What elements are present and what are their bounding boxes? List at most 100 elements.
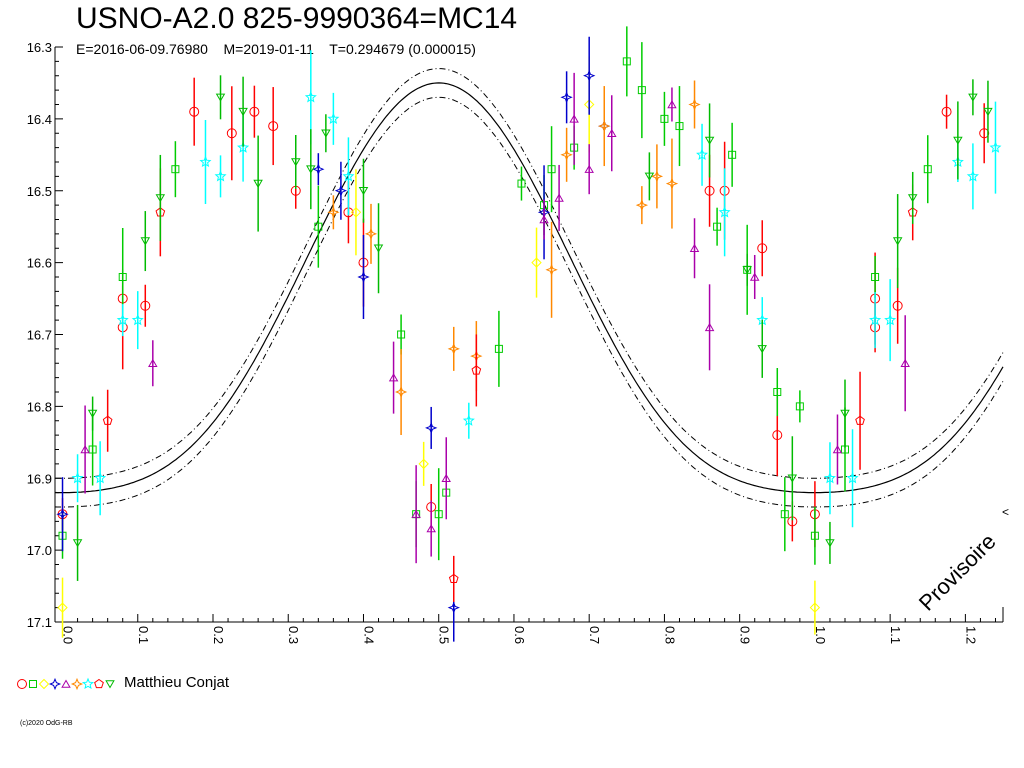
- data-point: [547, 165, 556, 174]
- data-point: [742, 266, 752, 275]
- data-point: [531, 257, 542, 268]
- x-tick-label: 0.8: [662, 626, 677, 644]
- data-point: [832, 445, 843, 454]
- data-point: [471, 365, 482, 375]
- data-point: [635, 198, 649, 212]
- data-point: [757, 243, 768, 254]
- data-point: [418, 458, 429, 470]
- data-point: [102, 415, 113, 425]
- legend-marker: [105, 680, 115, 689]
- legend-marker: [29, 680, 37, 688]
- y-tick-label: 16.3: [27, 40, 52, 55]
- data-point: [441, 473, 451, 482]
- data-point: [199, 155, 212, 168]
- y-tick-label: 16.9: [27, 471, 52, 486]
- legend-marker: [94, 678, 104, 689]
- data-point: [966, 170, 979, 182]
- data-point: [237, 141, 250, 153]
- data-point: [704, 322, 715, 332]
- data-point: [131, 313, 144, 326]
- data-point: [148, 358, 158, 367]
- data-point: [304, 90, 317, 103]
- data-point: [373, 244, 384, 253]
- data-point: [539, 214, 549, 224]
- data-point: [215, 93, 226, 102]
- y-tick-label: 16.6: [27, 256, 52, 271]
- model-curves: [54, 68, 1004, 508]
- legend-marker: [38, 678, 50, 690]
- data-point: [88, 445, 97, 454]
- data-point: [810, 531, 819, 540]
- data-point: [728, 150, 737, 159]
- data-point: [650, 170, 664, 183]
- data-point: [71, 471, 84, 484]
- data-point: [140, 300, 151, 311]
- data-point: [80, 445, 90, 454]
- data-point: [637, 86, 646, 95]
- data-point: [892, 300, 903, 311]
- x-tick-label: 0.0: [61, 626, 76, 644]
- data-point: [892, 237, 903, 246]
- copyright-notice: (c)2020 OdG-RB: [20, 720, 73, 727]
- axes: 16.3 16.4 16.5 16.6 16.7 16.8 16.9 17.0 17.1 0.0 0…: [27, 40, 1004, 644]
- data-point: [321, 129, 331, 138]
- y-tick-label: 16.8: [27, 399, 52, 414]
- series-6: [327, 80, 701, 435]
- data-point: [607, 128, 617, 137]
- model-lower-band: [54, 96, 1004, 508]
- legend-marker: [61, 679, 71, 688]
- data-point: [773, 388, 782, 396]
- data-point: [448, 573, 459, 583]
- data-point: [388, 373, 399, 382]
- data-point: [989, 141, 1002, 153]
- legend-label: Matthieu Conjat: [124, 674, 230, 691]
- data-points: [56, 26, 1002, 642]
- data-point: [342, 170, 355, 182]
- data-point: [189, 106, 200, 117]
- y-tick-label: 16.4: [27, 112, 52, 127]
- data-point: [665, 177, 679, 190]
- data-point: [749, 272, 760, 281]
- data-point: [397, 330, 406, 339]
- x-tick-label: 0.7: [587, 626, 602, 644]
- data-point: [357, 270, 370, 284]
- data-point: [291, 158, 301, 167]
- data-point: [268, 121, 279, 132]
- data-point: [171, 165, 180, 174]
- data-point: [757, 345, 767, 354]
- data-point: [787, 474, 798, 483]
- data-point: [704, 136, 715, 145]
- legend-markers: [17, 677, 115, 691]
- model-upper-band: [55, 68, 1004, 479]
- x-tick-label: 0.3: [286, 626, 301, 644]
- x-tick-label: 1.0: [813, 626, 828, 644]
- data-point: [447, 342, 460, 356]
- y-tick-label: 17.1: [27, 615, 52, 630]
- data-point: [569, 114, 579, 123]
- data-point: [56, 508, 69, 521]
- model-curve: [54, 82, 1004, 494]
- x-tick-label: 0.1: [136, 626, 151, 644]
- data-point: [57, 602, 68, 613]
- data-point: [718, 205, 731, 218]
- data-point: [116, 313, 129, 326]
- data-point: [823, 471, 836, 484]
- data-point: [884, 313, 897, 326]
- chart-title: USNO-A2.0 825-9990364=MC14: [76, 2, 518, 35]
- data-point: [667, 99, 677, 109]
- legend-marker: [70, 677, 84, 691]
- provisional-watermark: Provisoire: [914, 529, 1001, 616]
- data-point: [688, 98, 701, 111]
- x-tick-label: 0.5: [437, 626, 452, 644]
- data-point: [855, 415, 865, 425]
- data-point: [560, 148, 573, 161]
- y-tick-label: 17.0: [27, 543, 52, 558]
- data-point: [140, 237, 151, 246]
- legend-marker: [17, 679, 27, 689]
- data-point: [809, 602, 821, 613]
- data-point: [780, 510, 789, 519]
- data-point: [660, 114, 669, 123]
- chart-subtitle: E=2016-06-09.76980 M=2019-01-11 T=0.2946…: [76, 41, 476, 57]
- data-point: [584, 164, 594, 173]
